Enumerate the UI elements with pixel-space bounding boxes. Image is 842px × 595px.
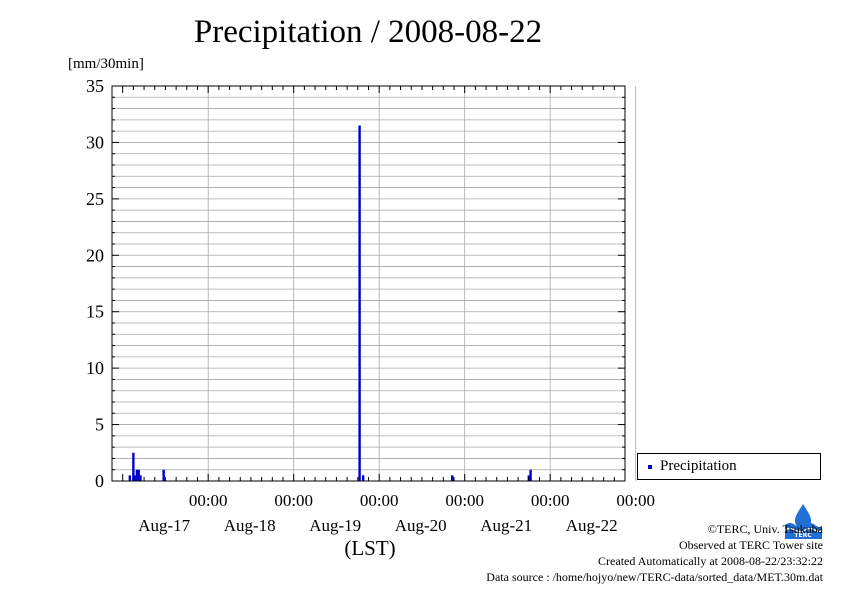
plot-frame <box>111 85 626 482</box>
legend-swatch <box>648 465 652 469</box>
x-tick-date-label: Aug-18 <box>224 516 276 535</box>
terc-logo-icon: TERC <box>784 503 822 539</box>
x-axis-ticks: 00:00 Aug-17 00:00 Aug-18 00:00 Aug-19 00:00 Au… <box>111 86 655 535</box>
precipitation-bar <box>133 475 137 481</box>
x-tick-date-label: Aug-17 <box>138 516 190 535</box>
y-axis-unit-label: [mm/30min] <box>68 56 144 72</box>
source-text: Data source : /home/hojyo/new/TERC-data/… <box>486 570 823 584</box>
chart-title: Precipitation / 2008-08-22 <box>193 14 543 50</box>
x-tick-time-label: 00:00 <box>360 491 399 510</box>
copyright-text: ©TERC, Univ. Tsukuba <box>707 522 823 536</box>
x-tick-time-label: 00:00 <box>189 491 228 510</box>
x-tick-time-label: 00:00 <box>274 491 313 510</box>
precipitation-bar <box>132 452 135 481</box>
precipitation-bar <box>162 469 165 481</box>
grid-lines <box>112 86 637 481</box>
x-tick-time-label: 00:00 <box>616 491 655 510</box>
x-tick-date-label: Aug-19 <box>309 516 361 535</box>
created-text: Created Automatically at 2008-08-22/23:3… <box>598 554 823 568</box>
precipitation-bar <box>358 125 361 481</box>
bar-series <box>128 125 532 481</box>
legend-label: Precipitation <box>660 458 737 474</box>
x-tick-date-label: Aug-20 <box>395 516 447 535</box>
terc-logo-text: TERC <box>794 532 812 539</box>
y-tick-label: 25 <box>86 189 104 209</box>
x-axis-label: (LST) <box>344 536 395 560</box>
y-tick-label: 30 <box>86 132 104 152</box>
precipitation-bar <box>135 469 139 481</box>
precipitation-bar <box>451 475 454 481</box>
precipitation-bar <box>139 475 142 481</box>
site-text: Observed at TERC Tower site <box>678 538 823 552</box>
precipitation-bar <box>128 475 132 481</box>
y-tick-label: 15 <box>86 302 104 322</box>
precipitation-bar <box>529 469 532 481</box>
credits-block: ©TERC, Univ. Tsukuba Observed at TERC To… <box>486 521 823 585</box>
precipitation-bar <box>361 475 365 481</box>
legend: Precipitation <box>637 453 821 480</box>
y-tick-label: 35 <box>86 76 104 96</box>
x-tick-time-label: 00:00 <box>531 491 570 510</box>
y-tick-label: 0 <box>95 471 104 491</box>
x-tick-date-label: Aug-22 <box>566 516 618 535</box>
precipitation-bar <box>137 469 140 481</box>
x-tick-time-label: 00:00 <box>445 491 484 510</box>
x-tick-date-label: Aug-21 <box>480 516 532 535</box>
y-tick-label: 10 <box>86 358 104 378</box>
y-tick-label: 5 <box>95 415 104 435</box>
y-axis-ticks: 0 5 10 15 20 25 30 35 <box>86 76 625 491</box>
y-tick-label: 20 <box>86 245 104 265</box>
